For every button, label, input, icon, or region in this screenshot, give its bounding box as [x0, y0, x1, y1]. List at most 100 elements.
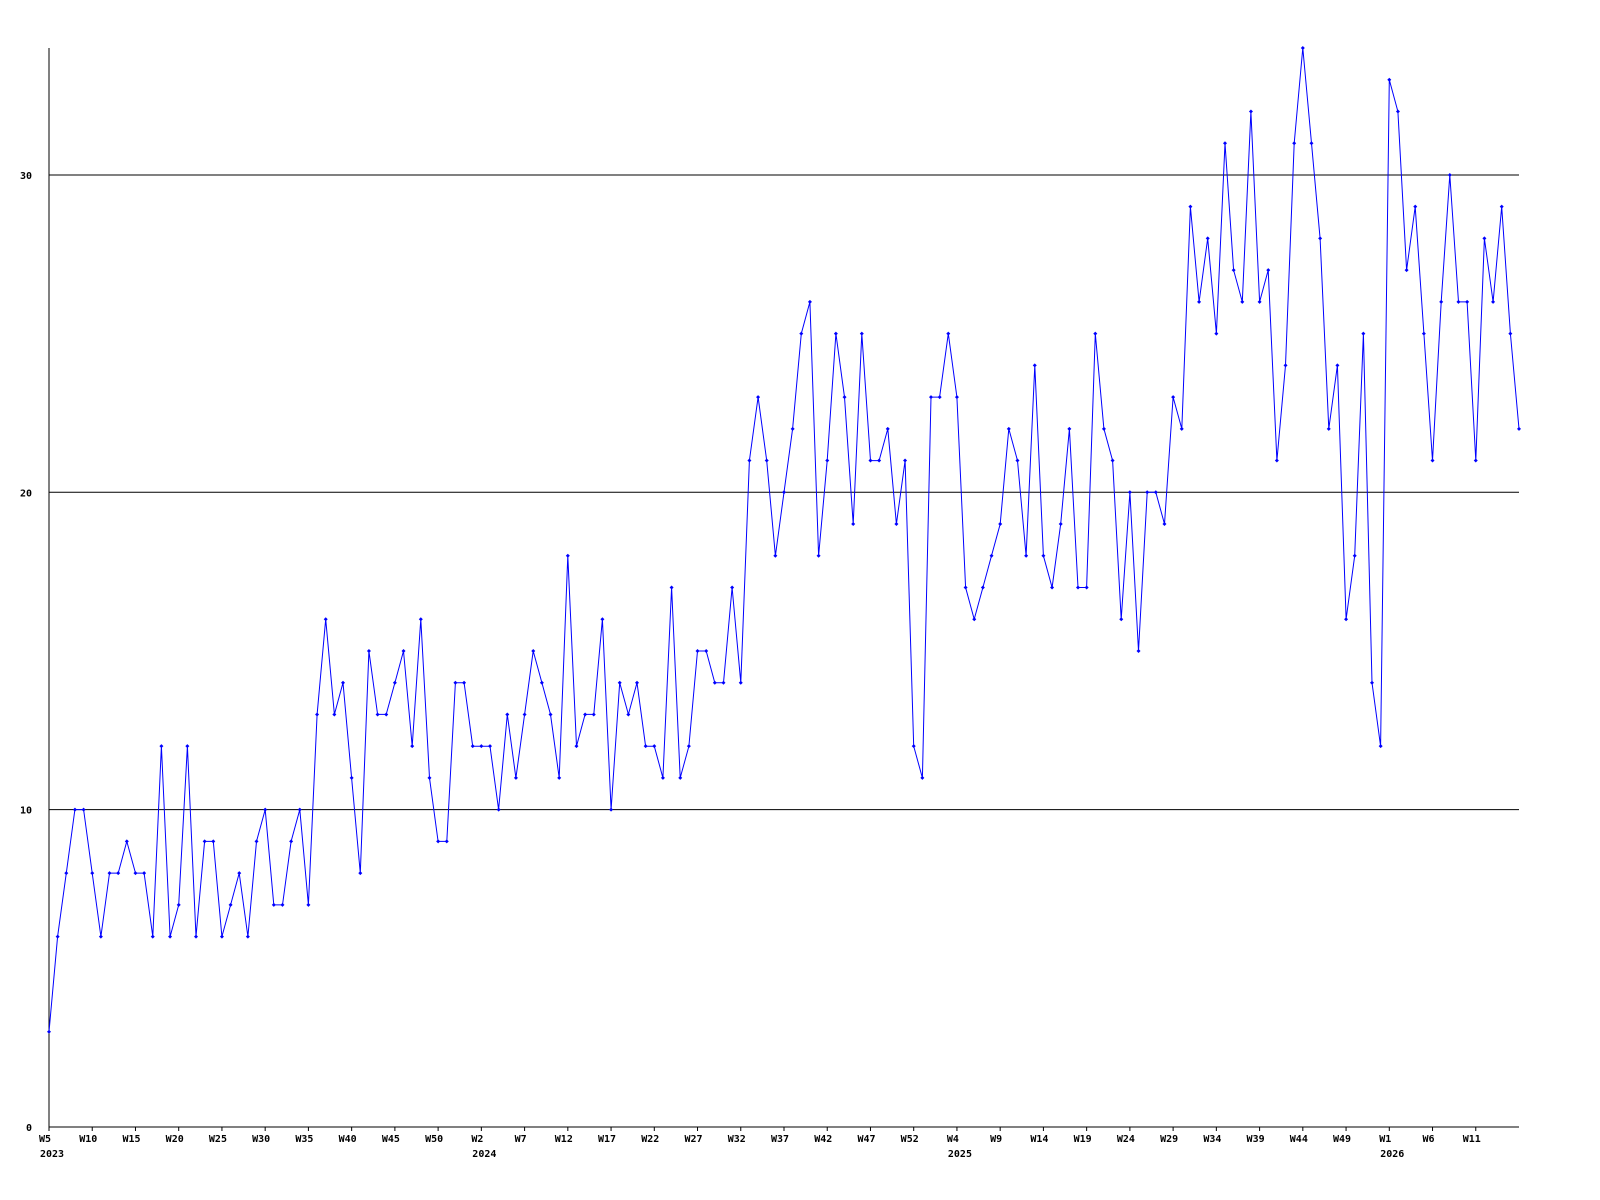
data-point — [81, 807, 86, 812]
data-point — [384, 712, 389, 717]
data-point — [1447, 172, 1452, 177]
data-point — [488, 744, 492, 749]
data-point — [1084, 585, 1089, 590]
data-point — [1214, 331, 1219, 336]
data-point — [1395, 109, 1400, 114]
x-tick-label: W47 — [857, 1134, 875, 1145]
data-point — [1465, 299, 1470, 304]
x-tick-label: W40 — [339, 1134, 357, 1145]
x-year-label: 2023 — [40, 1149, 64, 1160]
data-point — [107, 871, 112, 876]
data-point — [609, 807, 614, 812]
data-point — [470, 744, 475, 749]
y-tick-label: 0 — [26, 1123, 32, 1134]
x-tick-label: W11 — [1463, 1134, 1481, 1145]
data-point — [271, 902, 276, 907]
data-point — [833, 331, 838, 336]
data-point — [903, 458, 908, 463]
x-tick-label: W4 — [947, 1134, 959, 1145]
x-tick-label: W5 — [39, 1134, 51, 1145]
data-point — [773, 553, 778, 558]
data-point — [1517, 426, 1521, 431]
data-point — [894, 522, 899, 527]
data-point — [1456, 299, 1461, 304]
data-point — [980, 585, 985, 590]
data-point — [418, 617, 423, 622]
y-tick-label: 20 — [20, 488, 32, 499]
data-point — [453, 680, 458, 685]
data-point — [626, 712, 631, 717]
data-point — [1248, 109, 1253, 114]
data-point — [721, 680, 726, 685]
data-point — [885, 426, 890, 431]
data-point — [64, 871, 69, 876]
data-point — [695, 648, 700, 653]
data-point — [669, 585, 674, 590]
x-tick-label: W24 — [1117, 1134, 1135, 1145]
series-line — [48, 47, 1520, 1032]
data-point — [1223, 141, 1227, 146]
data-point — [366, 648, 371, 653]
data-point — [297, 807, 302, 812]
x-tick-label: W30 — [252, 1134, 270, 1145]
data-point — [574, 744, 579, 749]
data-point — [1188, 204, 1193, 209]
data-point — [643, 744, 648, 749]
data-point — [1499, 204, 1504, 209]
data-point — [704, 648, 709, 653]
data-point — [686, 744, 691, 749]
data-point — [1335, 363, 1340, 368]
data-point — [1076, 585, 1080, 590]
data-point — [738, 680, 743, 685]
data-point — [496, 807, 501, 812]
data-point — [929, 395, 933, 400]
data-point — [349, 775, 354, 780]
data-point — [998, 522, 1003, 527]
data-point — [1352, 553, 1357, 558]
data-point — [1300, 46, 1305, 50]
data-point — [505, 712, 510, 717]
data-point — [254, 839, 259, 844]
data-point — [1326, 426, 1331, 431]
data-point — [1231, 268, 1236, 273]
data-point — [583, 712, 588, 717]
data-point — [401, 648, 406, 653]
data-point — [859, 331, 864, 336]
data-point — [1110, 458, 1115, 463]
data-point — [410, 744, 415, 749]
data-point — [1361, 331, 1366, 336]
data-point — [1041, 553, 1046, 558]
x-year-label: 2024 — [472, 1149, 496, 1160]
data-point — [1318, 236, 1323, 241]
data-point — [1508, 331, 1513, 336]
data-point — [142, 871, 147, 876]
x-year-label: 2026 — [1380, 1149, 1404, 1160]
data-point — [1292, 141, 1297, 146]
data-point — [341, 680, 345, 685]
x-tick-label: W20 — [166, 1134, 184, 1145]
data-point — [1491, 299, 1496, 304]
x-tick-label: W19 — [1074, 1134, 1092, 1145]
data-point — [1015, 458, 1020, 463]
x-tick-label: W6 — [1423, 1134, 1435, 1145]
data-point — [1421, 331, 1426, 336]
data-point — [1179, 426, 1184, 431]
data-point — [652, 744, 657, 749]
data-point — [1197, 299, 1202, 304]
data-point — [90, 871, 95, 876]
data-point — [678, 775, 683, 780]
data-point — [1127, 490, 1132, 495]
x-tick-label: W14 — [1030, 1134, 1048, 1145]
x-tick-label: W45 — [382, 1134, 400, 1145]
data-point — [72, 807, 77, 812]
data-point — [185, 744, 190, 749]
data-point — [557, 775, 562, 780]
data-point — [591, 712, 596, 717]
data-point — [211, 839, 216, 844]
data-point — [937, 395, 942, 400]
x-tick-label: W52 — [901, 1134, 919, 1145]
data-point — [513, 775, 518, 780]
data-point — [1257, 299, 1262, 304]
data-point — [1024, 553, 1029, 558]
